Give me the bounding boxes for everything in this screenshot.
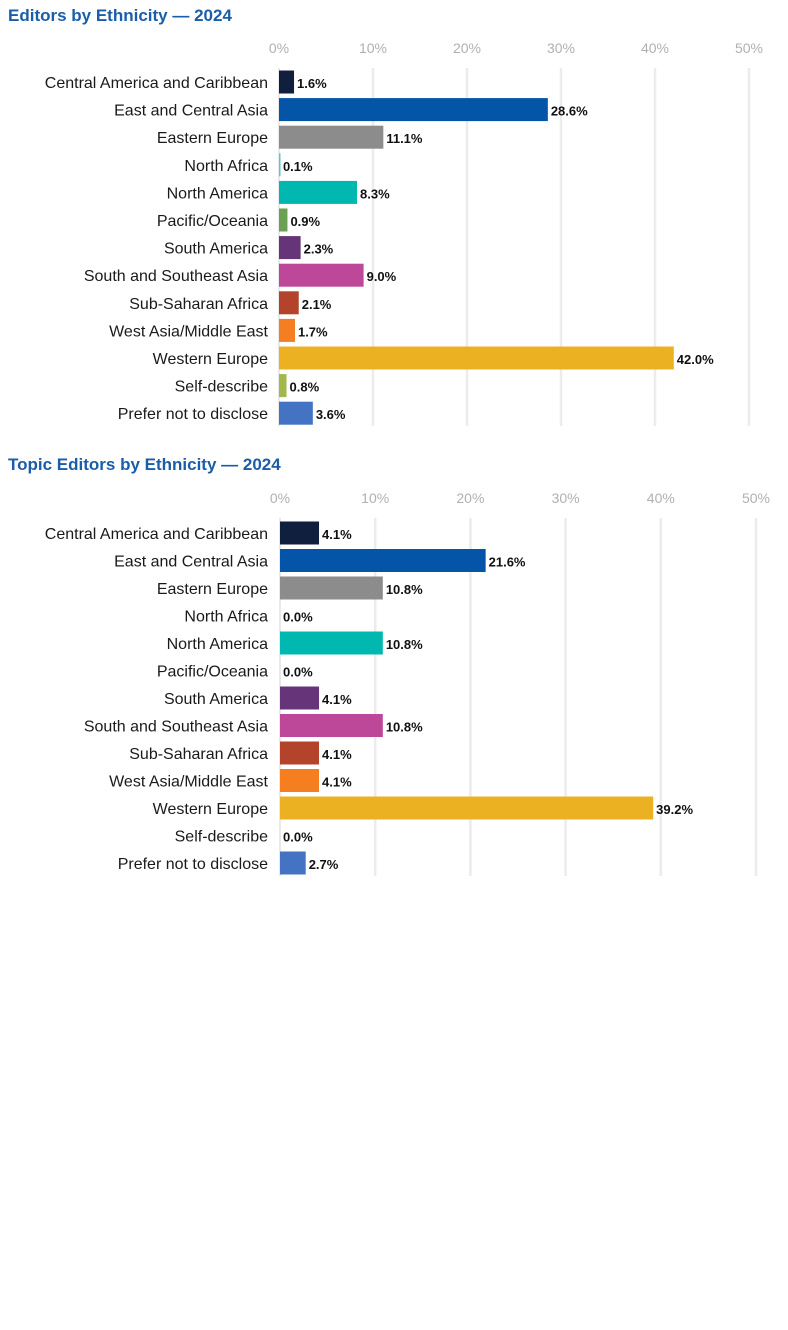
category-label: North Africa: [184, 158, 268, 175]
x-tick-label: 50%: [735, 40, 763, 56]
chart-topic-editors-by-ethnicity: Topic Editors by Ethnicity — 2024 0% 10% 2…: [0, 450, 788, 890]
bar: [279, 70, 295, 94]
x-tick-label: 30%: [547, 40, 575, 56]
category-label: Sub-Saharan Africa: [129, 296, 268, 313]
bar-value-label: 0.0%: [283, 665, 313, 680]
bar-value-label: 0.8%: [290, 380, 320, 395]
bar: [279, 263, 364, 287]
category-label: South and Southeast Asia: [84, 719, 268, 736]
category-label: West Asia/Middle East: [109, 323, 268, 340]
bar: [280, 769, 320, 792]
bar-value-label: 0.0%: [283, 610, 313, 625]
bar: [279, 98, 548, 122]
bar: [279, 153, 281, 177]
bar: [279, 236, 301, 260]
x-tick-label: 10%: [361, 490, 389, 506]
bar-chart-svg: 0% 10% 20% 30% 40% 50% Central America and Car…: [45, 40, 763, 426]
x-tick-label: 50%: [742, 490, 770, 506]
bar: [279, 291, 299, 315]
bar-value-label: 10.8%: [386, 582, 423, 597]
bar-value-label: 0.1%: [283, 159, 313, 174]
category-label: Western Europe: [153, 351, 268, 368]
x-tick-label: 30%: [552, 490, 580, 506]
bar: [279, 125, 384, 149]
chart-editors-by-ethnicity: Editors by Ethnicity — 2024 0% 10% 20% 30% 4…: [0, 0, 788, 440]
bar: [280, 549, 486, 572]
category-label: Prefer not to disclose: [118, 856, 268, 873]
bar: [280, 631, 383, 655]
category-label: South America: [164, 691, 268, 708]
bar-value-label: 28.6%: [551, 104, 588, 119]
category-label: Self-describe: [175, 829, 268, 846]
category-label: Prefer not to disclose: [118, 406, 268, 423]
category-label: Sub-Saharan Africa: [129, 746, 268, 763]
x-tick-label: 10%: [359, 40, 387, 56]
category-label: Central America and Caribbean: [45, 75, 268, 92]
bar-value-label: 1.6%: [297, 76, 327, 91]
bar-value-label: 21.6%: [489, 555, 526, 570]
bar-value-label: 39.2%: [656, 802, 693, 817]
category-label: Eastern Europe: [157, 130, 268, 147]
category-label: South and Southeast Asia: [84, 268, 268, 285]
category-label: East and Central Asia: [114, 103, 268, 120]
bar-value-label: 8.3%: [360, 186, 390, 201]
category-label: North Africa: [184, 609, 268, 626]
x-tick-label: 0%: [270, 490, 290, 506]
bar-value-label: 4.1%: [322, 527, 352, 542]
bar: [279, 208, 288, 232]
bar-value-label: 10.8%: [386, 720, 423, 735]
bar-value-label: 4.1%: [322, 747, 352, 762]
bar-value-label: 2.1%: [302, 297, 332, 312]
x-tick-label: 20%: [453, 40, 481, 56]
bar: [280, 714, 383, 737]
bar-value-label: 42.0%: [677, 352, 714, 367]
bar: [280, 576, 383, 600]
category-label: North America: [167, 636, 268, 653]
bar: [279, 180, 358, 204]
bar-value-label: 4.1%: [322, 692, 352, 707]
bar: [279, 346, 674, 370]
bar-value-label: 10.8%: [386, 637, 423, 652]
bar-value-label: 0.0%: [283, 830, 313, 845]
category-label: Pacific/Oceania: [157, 213, 268, 230]
category-label: Eastern Europe: [157, 581, 268, 598]
x-tick-label: 40%: [647, 490, 675, 506]
category-label: South America: [164, 241, 268, 258]
bar: [279, 374, 287, 398]
bar-value-label: 11.1%: [386, 131, 423, 146]
bar: [280, 741, 320, 765]
category-label: Pacific/Oceania: [157, 664, 268, 681]
bar: [279, 401, 313, 425]
category-label: East and Central Asia: [114, 554, 268, 571]
bar-value-label: 9.0%: [367, 269, 397, 284]
category-label: North America: [167, 185, 268, 202]
bar-value-label: 4.1%: [322, 775, 352, 790]
category-label: Central America and Caribbean: [45, 526, 268, 543]
bar-value-label: 0.9%: [290, 214, 320, 229]
bar-value-label: 1.7%: [298, 324, 328, 339]
x-tick-label: 20%: [456, 490, 484, 506]
bar-chart-svg: 0% 10% 20% 30% 40% 50% Central America and Car…: [45, 490, 770, 876]
bar-value-label: 3.6%: [316, 407, 346, 422]
x-tick-label: 40%: [641, 40, 669, 56]
bar: [280, 521, 320, 545]
category-label: Self-describe: [175, 379, 268, 396]
bar-value-label: 2.3%: [304, 242, 334, 257]
chart-title: Editors by Ethnicity — 2024: [8, 6, 232, 25]
bar-value-label: 2.7%: [309, 857, 339, 872]
chart-title: Topic Editors by Ethnicity — 2024: [8, 455, 281, 474]
bar: [279, 318, 295, 342]
bar: [280, 796, 654, 820]
bar: [280, 851, 306, 875]
x-tick-label: 0%: [269, 40, 289, 56]
category-label: Western Europe: [153, 801, 268, 818]
bar: [280, 686, 320, 710]
category-label: West Asia/Middle East: [109, 774, 268, 791]
